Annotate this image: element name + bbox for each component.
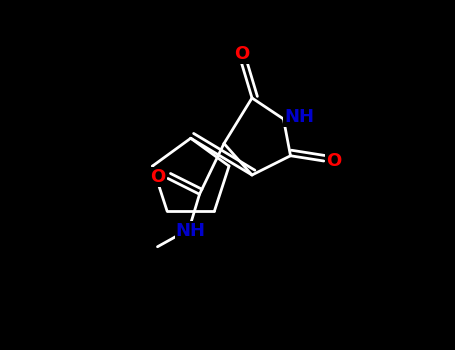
Text: O: O: [234, 45, 249, 63]
Text: O: O: [151, 168, 166, 186]
Text: O: O: [326, 152, 341, 170]
Text: NH: NH: [176, 222, 206, 240]
Text: NH: NH: [284, 108, 314, 126]
